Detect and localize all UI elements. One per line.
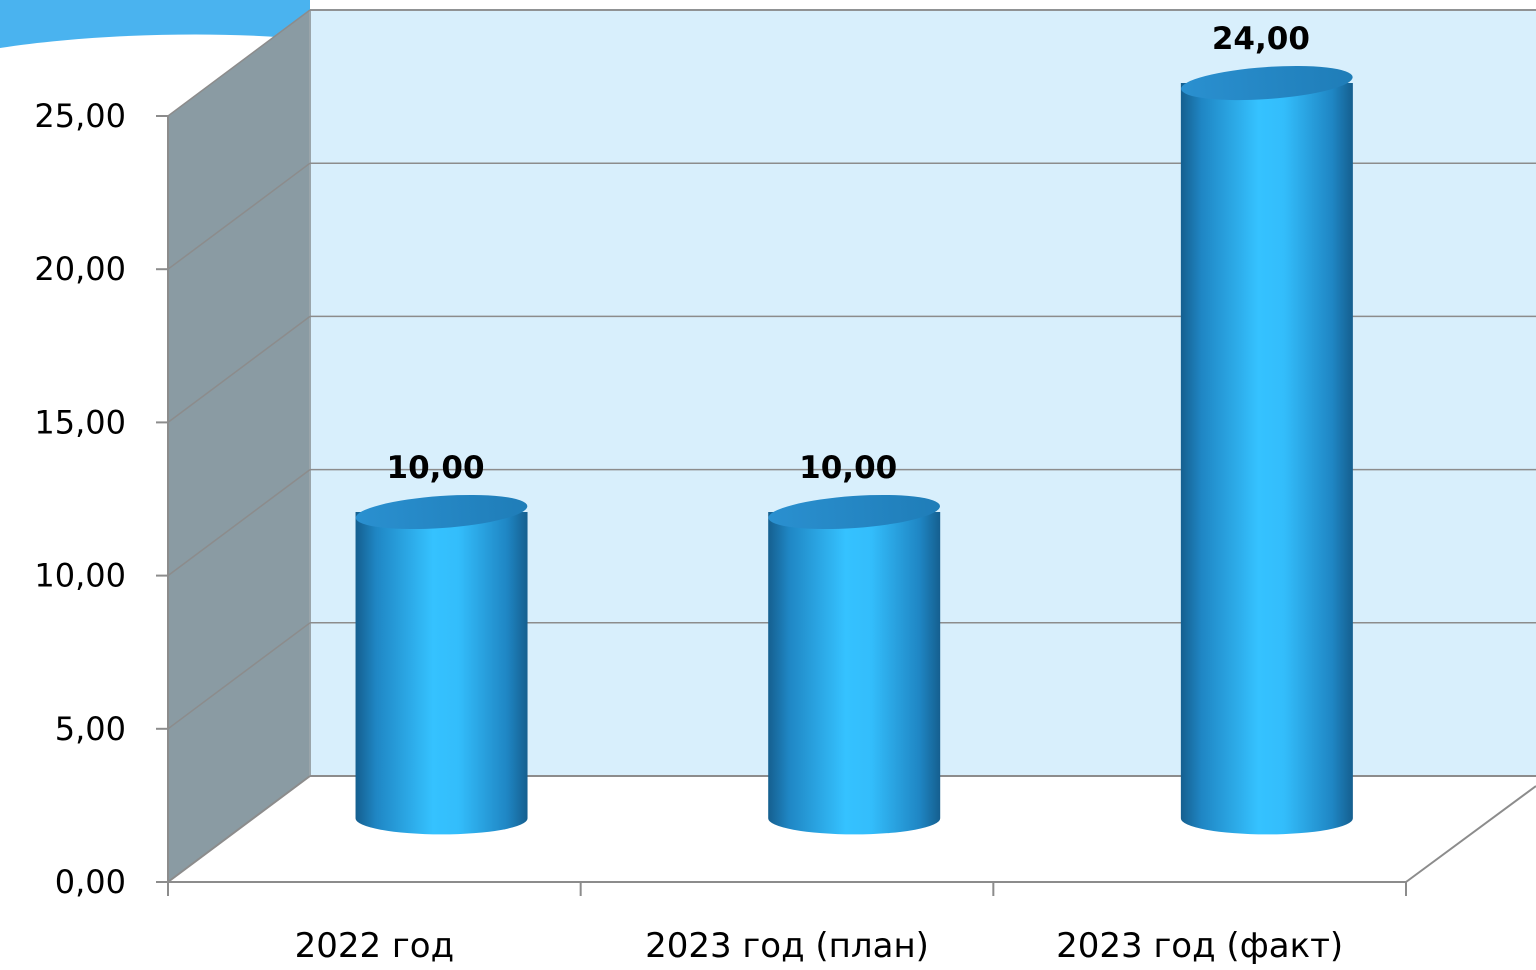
y-tick-label: 10,00 (34, 557, 126, 595)
gridline-side (167, 315, 311, 424)
bar (1180, 65, 1353, 835)
bars: 10,00 10,00 24,00 (355, 21, 1353, 835)
bar (768, 494, 941, 835)
y-axis: 0,00 5,00 10,00 15,00 20,00 25,00 (34, 97, 169, 901)
bar-body (1180, 83, 1353, 835)
gridline-side (167, 622, 311, 730)
data-label: 10,00 (387, 450, 485, 486)
y-tick-label: 20,00 (34, 250, 126, 288)
x-category-label: 2023 год (план) (645, 926, 929, 966)
gridline-side (167, 9, 311, 117)
y-tick-label: 25,00 (34, 97, 126, 135)
side-wall (168, 10, 310, 882)
data-label: 10,00 (799, 450, 897, 486)
bar-body (768, 512, 941, 835)
gridline-side (167, 162, 311, 270)
floor-right-edge (1405, 785, 1536, 883)
y-tick-label: 0,00 (55, 863, 126, 901)
gridline-side (167, 468, 311, 577)
bar-top (355, 494, 528, 530)
bar (355, 494, 528, 835)
bar-body (355, 512, 528, 835)
x-category-label: 2022 год (295, 926, 455, 966)
data-label: 24,00 (1212, 21, 1310, 57)
y-tick-label: 5,00 (55, 710, 126, 748)
bar-top (768, 494, 940, 530)
bar-top (1181, 65, 1353, 101)
x-axis: 2022 год 2023 год (план) 2023 год (факт) (167, 882, 1407, 966)
y-tick-label: 15,00 (34, 403, 126, 441)
header-swoosh (0, 0, 310, 48)
floor-left-edge (167, 775, 311, 883)
x-category-label: 2023 год (факт) (1056, 926, 1343, 966)
